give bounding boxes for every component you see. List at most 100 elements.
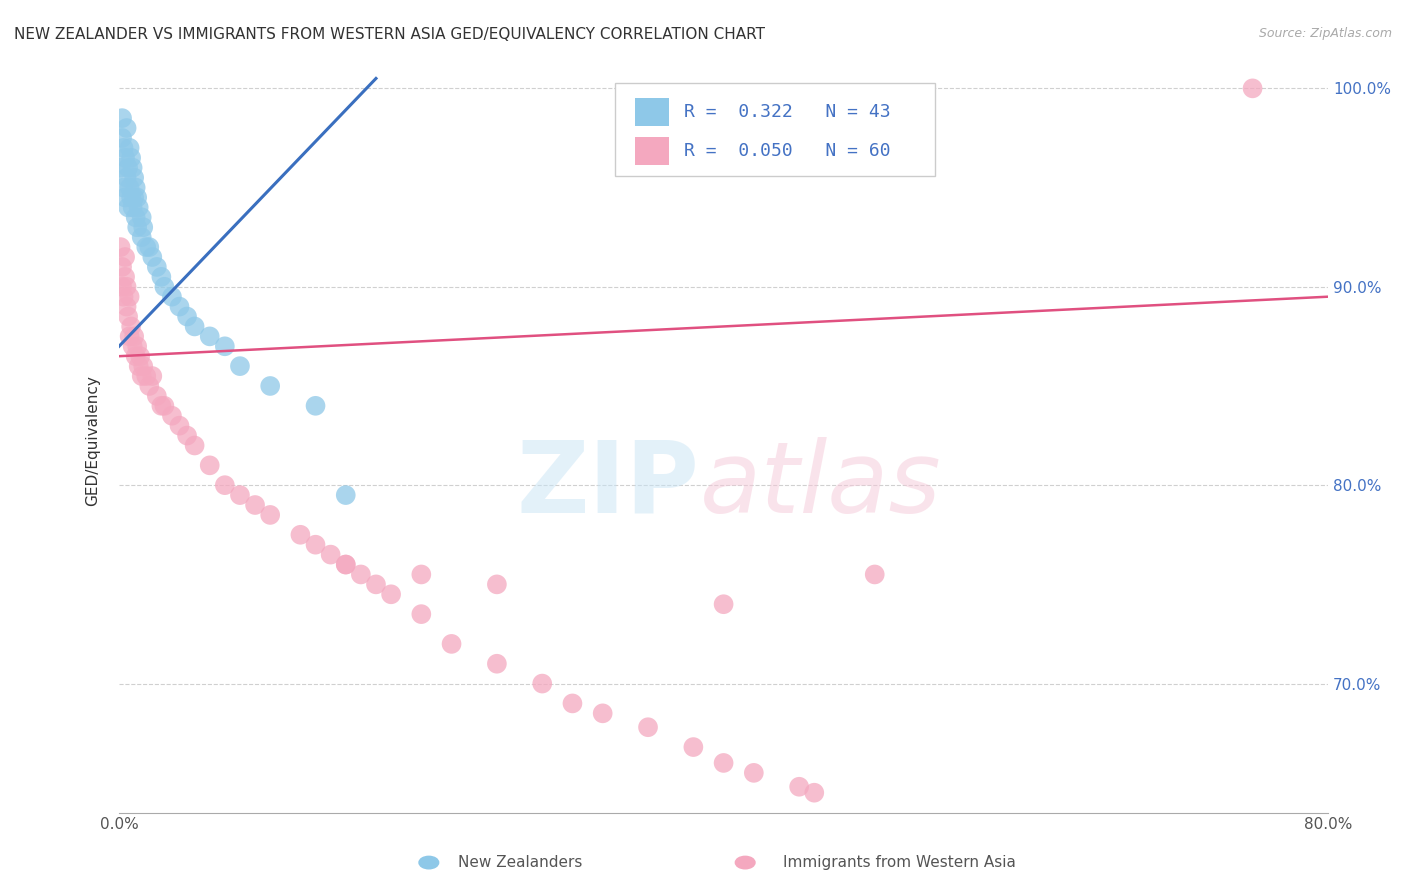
Point bbox=[160, 409, 183, 423]
Point bbox=[114, 269, 136, 284]
Point bbox=[135, 240, 157, 254]
Point bbox=[115, 121, 138, 136]
Point bbox=[118, 329, 141, 343]
Text: R =  0.322   N = 43: R = 0.322 N = 43 bbox=[683, 103, 890, 120]
Point bbox=[129, 349, 152, 363]
Point bbox=[561, 697, 583, 711]
Point bbox=[141, 369, 163, 384]
Point bbox=[127, 339, 149, 353]
Point bbox=[138, 379, 160, 393]
Point bbox=[111, 279, 134, 293]
Point bbox=[138, 240, 160, 254]
Point bbox=[411, 567, 433, 582]
Point bbox=[742, 765, 765, 780]
Text: atlas: atlas bbox=[699, 437, 941, 533]
Point bbox=[787, 780, 810, 794]
Point bbox=[592, 706, 614, 721]
Bar bbox=[636, 97, 669, 126]
Point bbox=[117, 310, 139, 324]
Point bbox=[863, 567, 886, 582]
Text: R =  0.050   N = 60: R = 0.050 N = 60 bbox=[683, 142, 890, 160]
Point bbox=[335, 558, 357, 572]
Point bbox=[131, 369, 153, 384]
Point bbox=[111, 260, 134, 274]
Point bbox=[114, 250, 136, 264]
Point bbox=[112, 180, 135, 194]
Point bbox=[713, 756, 735, 770]
Point bbox=[229, 359, 252, 373]
FancyBboxPatch shape bbox=[614, 83, 935, 177]
Point bbox=[531, 676, 554, 690]
Point bbox=[111, 111, 134, 125]
Point bbox=[319, 548, 342, 562]
Point bbox=[259, 379, 281, 393]
Text: Immigrants from Western Asia: Immigrants from Western Asia bbox=[783, 855, 1017, 870]
Point bbox=[411, 607, 433, 621]
Point bbox=[803, 786, 825, 800]
Point bbox=[350, 567, 373, 582]
Point bbox=[124, 349, 146, 363]
Point bbox=[121, 201, 143, 215]
Point bbox=[290, 528, 312, 542]
Point bbox=[485, 657, 508, 671]
Point bbox=[122, 170, 145, 185]
Point bbox=[229, 488, 252, 502]
Text: Source: ZipAtlas.com: Source: ZipAtlas.com bbox=[1258, 27, 1392, 40]
Point bbox=[440, 637, 463, 651]
Point bbox=[115, 170, 138, 185]
Point bbox=[141, 250, 163, 264]
Text: NEW ZEALANDER VS IMMIGRANTS FROM WESTERN ASIA GED/EQUIVALENCY CORRELATION CHART: NEW ZEALANDER VS IMMIGRANTS FROM WESTERN… bbox=[14, 27, 765, 42]
Point bbox=[122, 329, 145, 343]
Point bbox=[114, 151, 136, 165]
Point bbox=[118, 180, 141, 194]
Point bbox=[115, 279, 138, 293]
Point bbox=[120, 151, 142, 165]
Point bbox=[243, 498, 266, 512]
Point bbox=[214, 478, 236, 492]
Point bbox=[304, 399, 326, 413]
Point bbox=[146, 389, 169, 403]
Point bbox=[122, 190, 145, 204]
Text: New Zealanders: New Zealanders bbox=[458, 855, 582, 870]
Point bbox=[335, 488, 357, 502]
Point bbox=[124, 180, 146, 194]
Point bbox=[183, 438, 205, 452]
Point bbox=[637, 720, 659, 734]
Point bbox=[259, 508, 281, 522]
Point bbox=[120, 190, 142, 204]
Point bbox=[131, 211, 153, 225]
Point bbox=[128, 201, 150, 215]
Point bbox=[713, 597, 735, 611]
Point bbox=[160, 290, 183, 304]
Point bbox=[131, 230, 153, 244]
Bar bbox=[636, 137, 669, 165]
Point bbox=[127, 190, 149, 204]
Point bbox=[135, 369, 157, 384]
Y-axis label: GED/Equivalency: GED/Equivalency bbox=[86, 376, 100, 506]
Point bbox=[115, 300, 138, 314]
Point bbox=[380, 587, 402, 601]
Point bbox=[198, 329, 221, 343]
Point bbox=[117, 161, 139, 175]
Point bbox=[485, 577, 508, 591]
Point bbox=[111, 131, 134, 145]
Point bbox=[132, 359, 155, 373]
Point bbox=[128, 359, 150, 373]
Point bbox=[121, 161, 143, 175]
Point bbox=[1241, 81, 1264, 95]
Point bbox=[153, 279, 176, 293]
Text: ZIP: ZIP bbox=[516, 437, 699, 533]
Point bbox=[117, 201, 139, 215]
Point bbox=[153, 399, 176, 413]
Point bbox=[150, 269, 173, 284]
Point bbox=[121, 339, 143, 353]
Point bbox=[118, 290, 141, 304]
Point bbox=[176, 428, 198, 442]
Point bbox=[176, 310, 198, 324]
Point bbox=[118, 141, 141, 155]
Point bbox=[304, 538, 326, 552]
Point bbox=[112, 290, 135, 304]
Point bbox=[114, 190, 136, 204]
Point bbox=[335, 558, 357, 572]
Point bbox=[146, 260, 169, 274]
